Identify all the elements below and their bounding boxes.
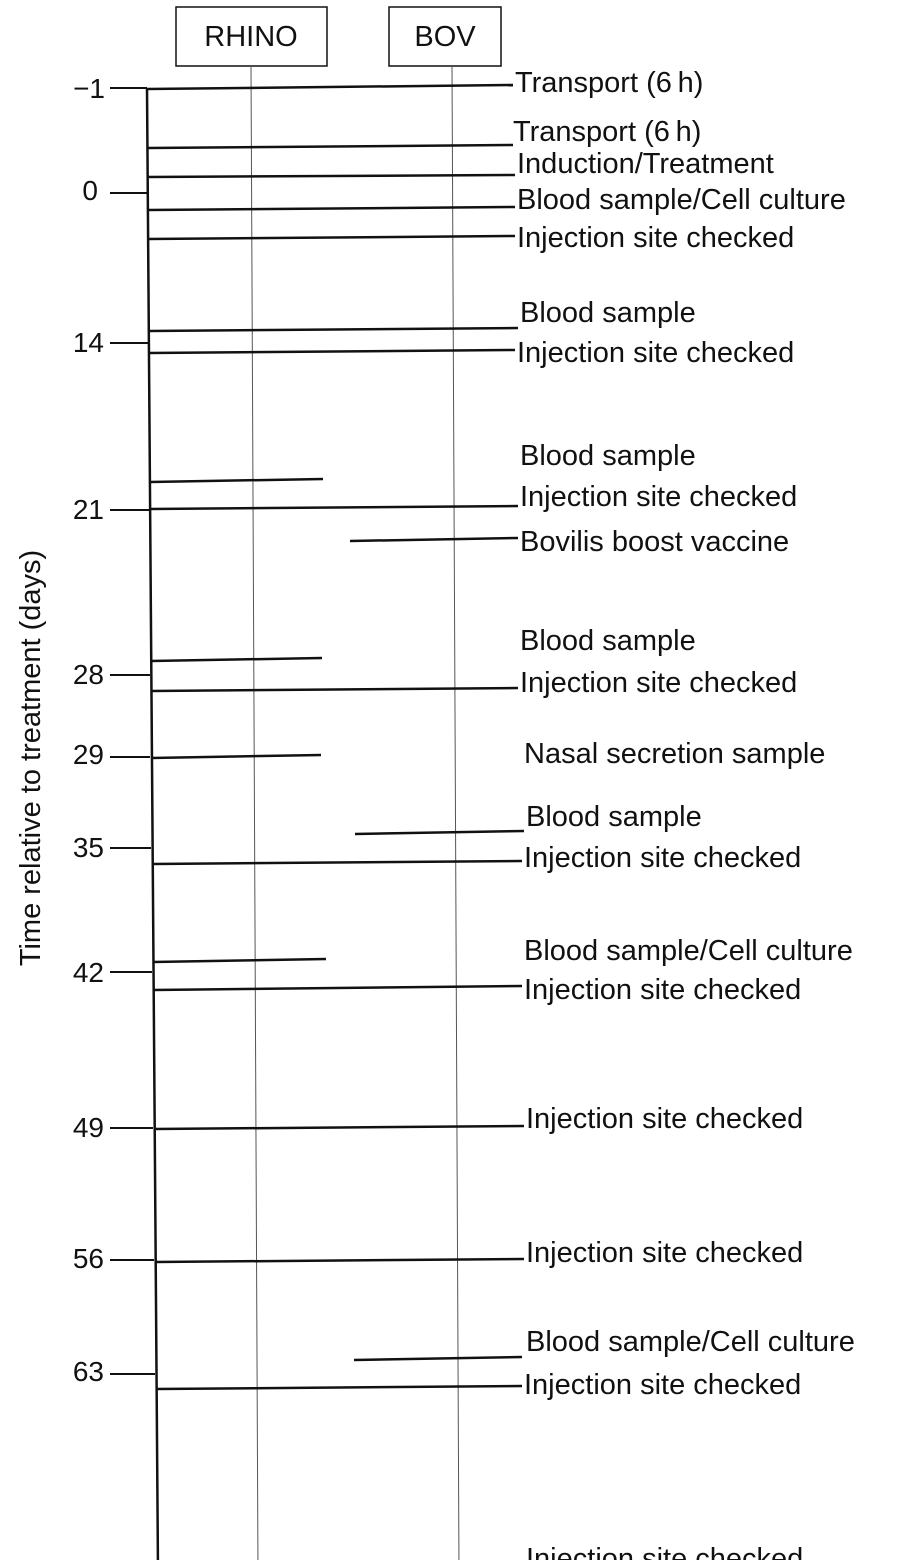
event-line: [349, 536, 519, 543]
event-label: Transport (6 h): [515, 67, 703, 99]
event-line: [147, 205, 516, 212]
event-line: [148, 348, 516, 355]
day-tick-label: 63: [73, 1356, 104, 1387]
event-line: [154, 1257, 525, 1264]
event-label: Injection site checked: [526, 1103, 803, 1135]
group-box-bov: [388, 6, 502, 67]
group-label-bov: BOV: [414, 21, 476, 53]
event-label: Induction/Treatment: [517, 148, 774, 180]
y-axis-label: Time relative to treatment (days): [15, 550, 47, 966]
event-label: Injection site checked: [524, 842, 801, 874]
day-tick-label: 84: [73, 1555, 104, 1560]
event-label: Injection site checked: [524, 974, 801, 1006]
event-line: [149, 504, 519, 511]
event-label: Injection site checked: [526, 1237, 803, 1269]
day-tick-label: 0: [82, 175, 98, 206]
day-tick-label: 28: [73, 659, 104, 690]
group-guide-rhino: [250, 65, 259, 1560]
day-ticks: −1 0 14 21 28 29 35 42 49 56 63 84: [73, 73, 155, 1560]
day-tick-label: −1: [73, 73, 105, 104]
group-box-rhino: [175, 6, 328, 67]
day-tick-label: 21: [73, 494, 104, 525]
event-label: Blood sample/Cell culture: [526, 1326, 855, 1358]
day-tick-label: 14: [73, 327, 104, 358]
event-line: [147, 143, 514, 150]
event-line: [149, 477, 324, 484]
event-label: Injection site checked: [520, 481, 797, 513]
day-tick-label: 42: [73, 957, 104, 988]
day-tick-label: 56: [73, 1243, 104, 1274]
event-label: Nasal secretion sample: [524, 738, 825, 770]
event-line: [353, 1355, 523, 1362]
event-label: Injection site checked: [520, 667, 797, 699]
event-label: Injection site checked: [524, 1369, 801, 1401]
event-line: [153, 1124, 525, 1131]
event-line: [150, 686, 519, 693]
event-label: Blood sample: [520, 625, 696, 657]
event-line: [152, 984, 523, 992]
day-tick-label: 35: [73, 832, 104, 863]
event-label: Blood sample: [520, 297, 696, 329]
event-label: Blood sample/Cell culture: [524, 935, 853, 967]
event-line: [155, 1384, 523, 1391]
event-label: Transport (6 h): [513, 116, 701, 148]
event-line: [147, 173, 516, 179]
event-line: [148, 326, 519, 333]
event-label: Bovilis boost vaccine: [520, 526, 789, 558]
event-label: Blood sample/Cell culture: [517, 184, 846, 216]
event-line: [150, 753, 322, 760]
events: Transport (6 h) Transport (6 h) Inductio…: [146, 67, 855, 1560]
time-axis-line: [145, 87, 160, 1560]
event-line: [354, 829, 525, 836]
event-label: Injection site checked: [517, 337, 794, 369]
group-guide-bov: [451, 65, 460, 1560]
day-tick-label: 29: [73, 739, 104, 770]
event-label: Injection site checked: [517, 222, 794, 254]
group-label-rhino: RHINO: [204, 21, 297, 53]
event-line: [151, 859, 523, 866]
event-line: [152, 957, 327, 964]
event-line: [146, 83, 514, 91]
event-line: [150, 656, 323, 663]
event-label: Injection site checked: [526, 1543, 803, 1560]
day-tick-label: 49: [73, 1112, 104, 1143]
event-label: Blood sample: [520, 440, 696, 472]
event-line: [147, 234, 516, 241]
event-label: Blood sample: [526, 801, 702, 833]
